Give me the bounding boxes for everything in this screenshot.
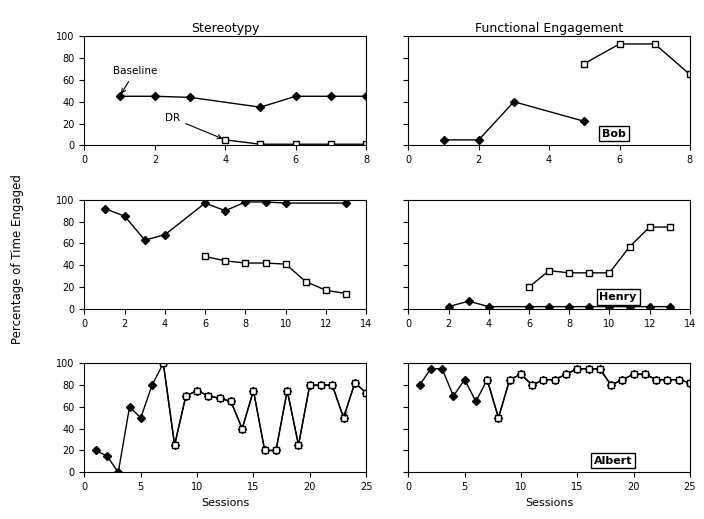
Title: Stereotypy: Stereotypy [191, 22, 260, 35]
Title: Functional Engagement: Functional Engagement [475, 22, 623, 35]
X-axis label: Sessions: Sessions [201, 498, 249, 508]
Text: Baseline: Baseline [113, 66, 157, 93]
Text: *: * [341, 410, 348, 423]
Text: Albert: Albert [594, 456, 633, 466]
Text: Bob: Bob [602, 129, 626, 139]
Text: DR: DR [165, 113, 222, 139]
Text: Percentage of Time Engaged: Percentage of Time Engaged [11, 174, 23, 345]
Text: Henry: Henry [599, 292, 637, 302]
X-axis label: Sessions: Sessions [525, 498, 573, 508]
